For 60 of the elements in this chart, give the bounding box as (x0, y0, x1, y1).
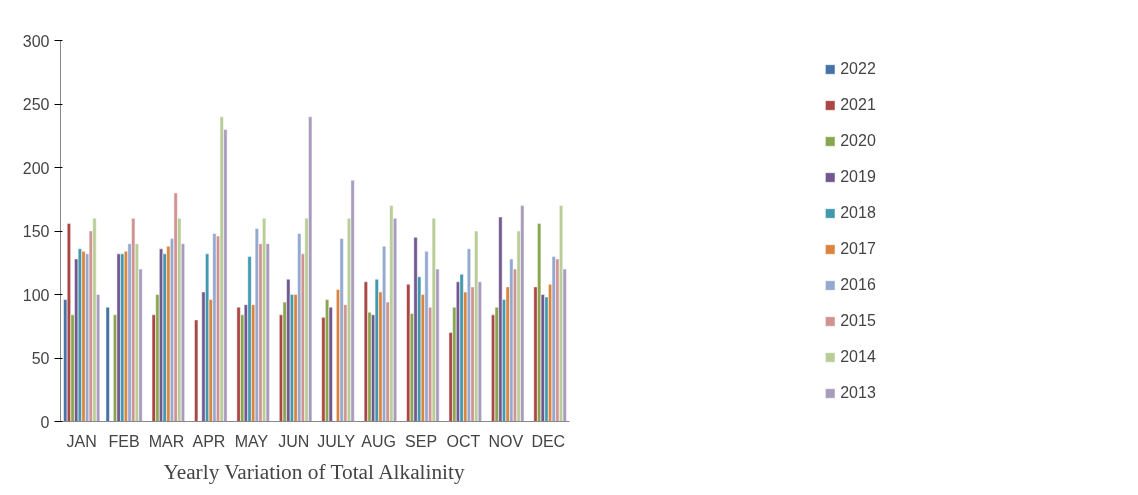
x-tick-label: APR (192, 432, 226, 450)
y-tick-label: 250 (22, 96, 50, 113)
x-tick-label: SEP (405, 432, 438, 450)
bar (236, 306, 241, 422)
bar (105, 306, 110, 422)
x-tick-label: MAY (234, 432, 269, 450)
bar (219, 116, 224, 422)
legend-label: 2022 (840, 59, 876, 78)
x-tick-label: FEB (108, 432, 140, 450)
y-tick-label: 100 (22, 286, 50, 304)
x-tick-label: JAN (66, 432, 97, 450)
y-tick-label: 0 (40, 413, 50, 431)
bar (212, 233, 217, 422)
x-tick-label: JULY (317, 432, 356, 450)
bar (413, 237, 418, 422)
x-tick-label: AUG (361, 432, 396, 450)
legend-label: 2015 (840, 311, 876, 330)
bar (509, 258, 514, 422)
bar (131, 218, 136, 422)
bar (374, 279, 379, 422)
bar (116, 253, 121, 422)
x-tick-label: MAR (148, 432, 185, 450)
bar (308, 116, 313, 422)
bar (459, 273, 464, 422)
legend-label: 2014 (840, 347, 876, 366)
bar (350, 179, 355, 422)
bar (254, 228, 259, 422)
bar (286, 279, 291, 422)
bar (389, 205, 394, 422)
bar (92, 218, 97, 422)
x-tick-label: NOV (488, 432, 524, 450)
legend-label: 2019 (840, 167, 876, 186)
bar (247, 256, 252, 422)
bar (81, 251, 86, 422)
y-tick-label: 50 (31, 350, 50, 367)
bar (339, 238, 344, 422)
x-tick-label: DEC (531, 432, 566, 450)
legend-label: 2020 (840, 131, 876, 150)
bar (431, 218, 436, 422)
legend-label: 2021 (840, 95, 876, 114)
text: Yearly Variation of Total Alkalinity (163, 459, 465, 484)
bar (537, 223, 542, 422)
x-tick-label: OCT (446, 432, 481, 450)
bar (406, 284, 411, 422)
y-tick-label: 150 (22, 223, 50, 240)
bar (194, 319, 199, 422)
legend-label: 2018 (840, 203, 876, 222)
bar (424, 251, 429, 422)
bar (363, 281, 368, 422)
bar (551, 256, 556, 422)
y-tick-label: 300 (22, 32, 50, 50)
bar (520, 205, 525, 422)
x-tick-label: JUN (278, 432, 310, 450)
bar (498, 216, 503, 422)
legend-label: 2016 (840, 275, 876, 294)
y-tick-label: 200 (22, 159, 50, 177)
bar (173, 192, 178, 422)
legend-label: 2013 (840, 383, 876, 402)
legend-label: 2017 (840, 239, 876, 258)
bar (297, 233, 302, 422)
